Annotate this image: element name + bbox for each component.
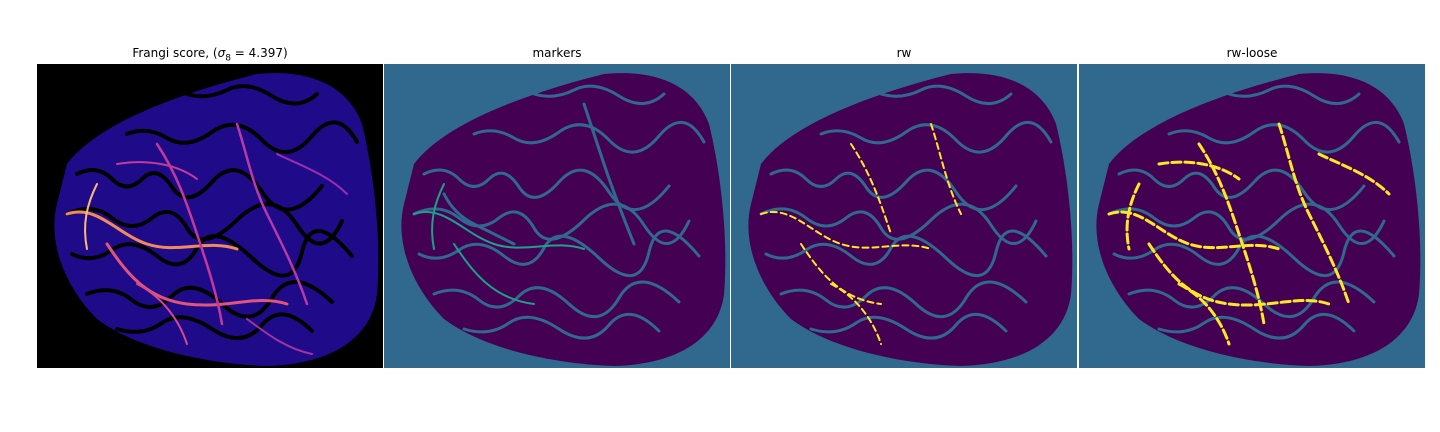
rw-loose-image [1079,64,1425,368]
segmented-vessels [760,123,962,345]
texture [65,84,359,340]
texture [759,84,1053,340]
title-prefix: Frangi score, ( [132,46,218,60]
title-suffix: = 4.397) [230,46,288,60]
segmented-vessels [1107,122,1391,346]
title-sigma: σ [217,46,226,60]
panel-rw-loose: rw-loose [1079,0,1425,432]
panel-title-frangi: Frangi score, (σ8 = 4.397) [37,46,383,63]
panel-frangi: Frangi score, (σ8 = 4.397) [37,0,383,432]
retina-region [401,73,726,366]
marker-lines [413,183,585,305]
panel-title-rw-loose: rw-loose [1226,46,1278,60]
title-sigma-subscript: 8 [225,53,231,64]
retina-region [748,73,1073,366]
panel-rw: rw [731,0,1077,432]
panel-title-rw: rw [896,46,912,60]
panel-markers: markers [384,0,730,432]
rw-image [731,64,1077,368]
panel-title-markers: markers [532,46,582,60]
frangi-image [37,64,383,368]
texture [412,84,706,340]
retina-region [1096,73,1421,366]
markers-image [384,64,730,368]
retina-region [54,73,379,366]
vessels [65,122,348,355]
